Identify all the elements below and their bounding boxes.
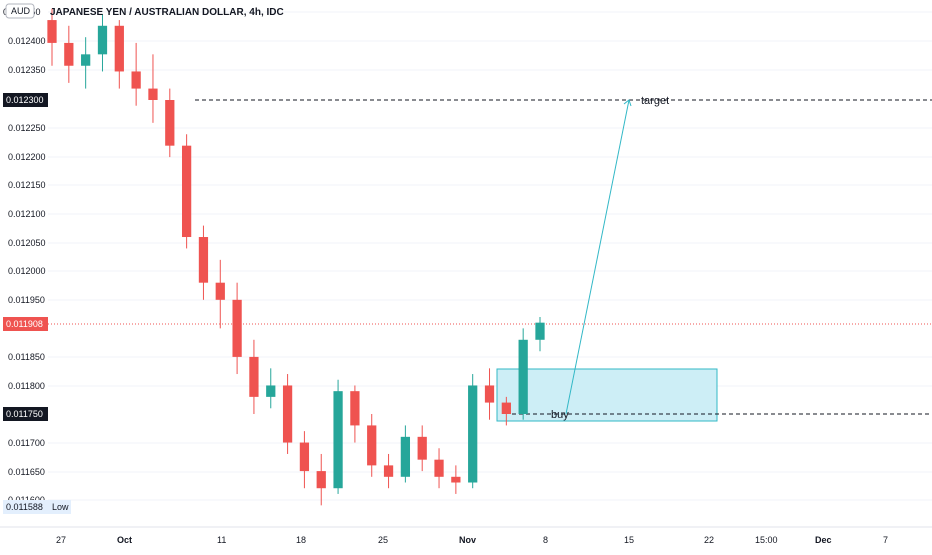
- candle-body[interactable]: [215, 282, 225, 300]
- low-badge-label: Low: [52, 502, 69, 512]
- current-price-badge: 0.011908: [3, 317, 48, 331]
- candle-body[interactable]: [165, 100, 175, 146]
- candle-body[interactable]: [484, 385, 495, 403]
- time-tick: Oct: [117, 535, 132, 545]
- price-tick: 0.011850: [8, 352, 45, 362]
- candle-body[interactable]: [367, 425, 377, 466]
- projection-line: [565, 99, 630, 415]
- currency-badge[interactable]: AUD: [5, 3, 35, 19]
- price-tick: 0.012000: [8, 266, 46, 276]
- candle-body[interactable]: [451, 476, 461, 483]
- candle-body[interactable]: [97, 25, 108, 55]
- buy-level-badge-text: 0.011750: [6, 409, 43, 419]
- buy-zone-box[interactable]: [496, 368, 718, 422]
- candle-body[interactable]: [400, 436, 411, 477]
- candle-body[interactable]: [299, 442, 310, 472]
- price-tick: 0.011950: [8, 295, 45, 305]
- buy-label[interactable]: buy: [551, 409, 569, 421]
- price-tick: 0.011800: [8, 381, 45, 391]
- low-badge: 0.011588 Low: [3, 500, 71, 514]
- target-level-badge: 0.012300: [3, 93, 48, 107]
- time-axis: 27 Oct 11 18 25 Nov 8 15 22 15:00 Dec 7: [56, 535, 888, 545]
- candle-body[interactable]: [148, 88, 158, 100]
- low-badge-value: 0.011588: [6, 502, 43, 512]
- buy-level-badge: 0.011750: [3, 407, 48, 421]
- candle-body[interactable]: [266, 385, 276, 397]
- time-tick: Nov: [459, 535, 476, 545]
- currency-badge-label: AUD: [11, 6, 31, 16]
- candle-body[interactable]: [316, 471, 326, 489]
- candle-body[interactable]: [181, 145, 192, 238]
- candle-body[interactable]: [64, 42, 74, 66]
- time-tick: 8: [543, 535, 548, 545]
- candle-body[interactable]: [249, 356, 259, 397]
- candle-body[interactable]: [232, 299, 242, 357]
- time-tick: Dec: [815, 535, 832, 545]
- time-tick: 25: [378, 535, 388, 545]
- price-tick: 0.011650: [8, 467, 45, 477]
- candle-body[interactable]: [114, 25, 124, 72]
- time-tick: 18: [296, 535, 306, 545]
- price-tick: 0.012400: [8, 36, 46, 46]
- candle-body[interactable]: [434, 459, 444, 477]
- price-tick: 0.012250: [8, 123, 46, 133]
- candle-body[interactable]: [282, 385, 293, 443]
- time-tick: 15: [624, 535, 634, 545]
- candlestick-series: [47, 8, 545, 506]
- price-tick: 0.012350: [8, 65, 46, 75]
- candle-body[interactable]: [501, 402, 511, 414]
- time-tick: 27: [56, 535, 66, 545]
- candle-body[interactable]: [350, 391, 360, 426]
- price-tick: 0.012150: [8, 180, 46, 190]
- price-tick: 0.012050: [8, 238, 46, 248]
- candle-body[interactable]: [198, 237, 209, 283]
- target-level-badge-text: 0.012300: [6, 95, 44, 105]
- candle-body[interactable]: [333, 391, 343, 489]
- price-tick: 0.012100: [8, 209, 46, 219]
- time-tick: 7: [883, 535, 888, 545]
- candle-body[interactable]: [131, 71, 141, 89]
- current-price-badge-text: 0.011908: [6, 319, 43, 329]
- chart-title: JAPANESE YEN / AUSTRALIAN DOLLAR, 4h, ID…: [50, 7, 284, 18]
- candle-body[interactable]: [468, 385, 478, 483]
- candle-body[interactable]: [47, 20, 57, 43]
- arrow-head-icon: [623, 99, 632, 107]
- candle-body[interactable]: [535, 322, 545, 340]
- price-tick: 0.012200: [8, 152, 46, 162]
- price-tick: 0.011700: [8, 438, 45, 448]
- candle-body[interactable]: [81, 54, 91, 66]
- target-label[interactable]: target: [641, 95, 669, 107]
- candle-body[interactable]: [383, 465, 394, 477]
- projection-arrow[interactable]: [565, 99, 632, 415]
- grid: [48, 11, 932, 501]
- candle-body[interactable]: [417, 436, 427, 460]
- time-tick: 22: [704, 535, 714, 545]
- time-tick: 11: [217, 535, 226, 545]
- candle-body[interactable]: [518, 339, 528, 414]
- time-tick: 15:00: [755, 535, 778, 545]
